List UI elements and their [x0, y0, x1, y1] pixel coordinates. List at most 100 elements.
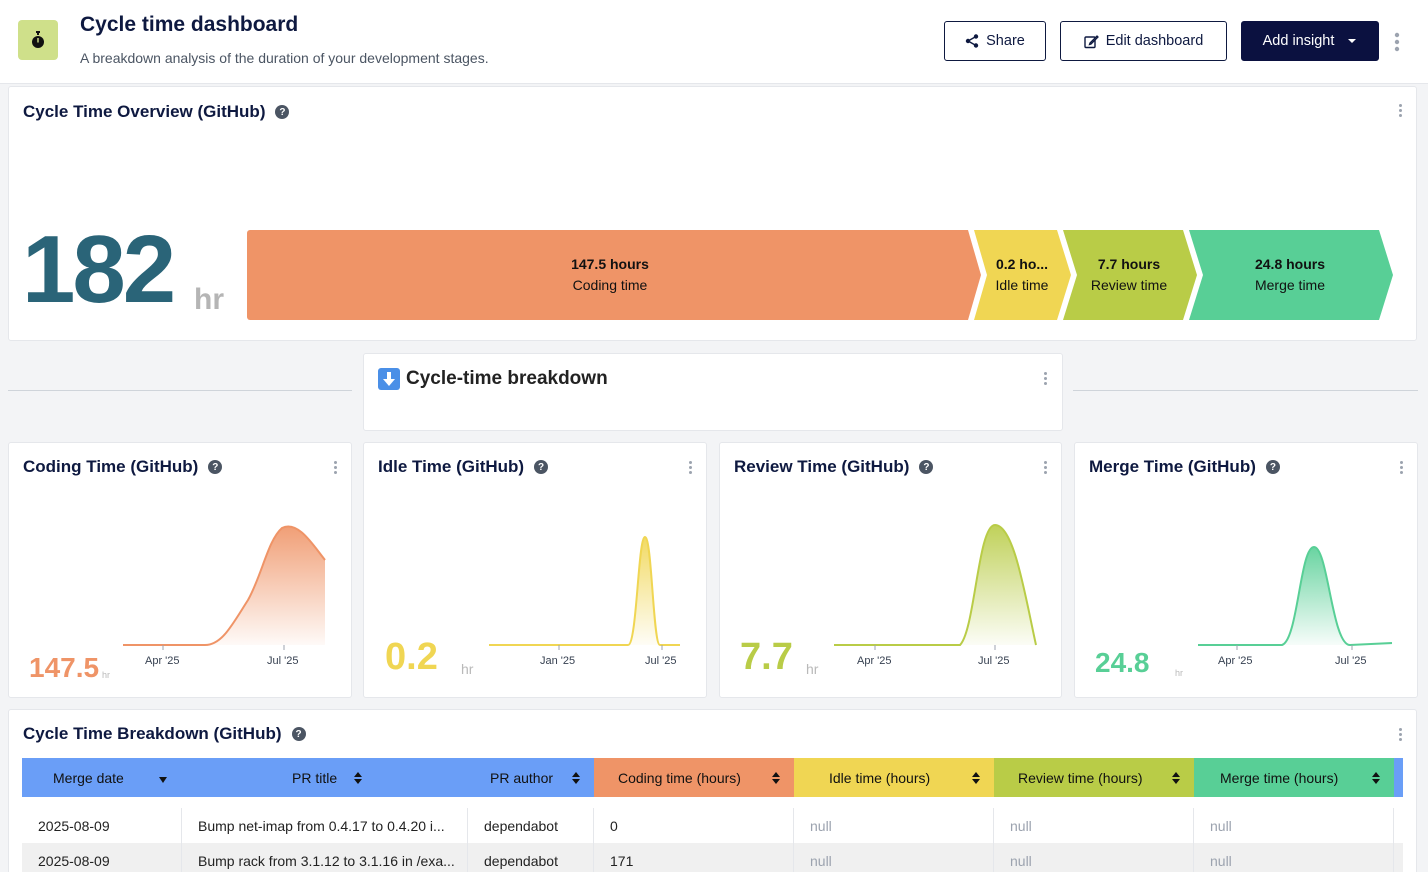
- coding-hours: 147.5 hours: [571, 256, 649, 272]
- card-menu-icon[interactable]: [1398, 728, 1404, 744]
- edit-dashboard-label: Edit dashboard: [1105, 33, 1204, 49]
- caret-down-icon: [1348, 39, 1357, 43]
- help-icon[interactable]: ?: [919, 460, 934, 474]
- help-icon[interactable]: ?: [208, 460, 223, 474]
- column-label: Idle time (hours): [829, 769, 931, 786]
- column-label: Merge time (hours): [1220, 769, 1339, 786]
- coding-segment[interactable]: [247, 230, 981, 320]
- merge-time-card: Merge Time (GitHub) ?: [1074, 442, 1418, 698]
- column-header-merge-time[interactable]: Merge time (hours): [1194, 758, 1394, 797]
- add-insight-button[interactable]: Add insight: [1241, 21, 1379, 61]
- column-header-merge-date[interactable]: Merge date: [22, 758, 182, 797]
- section-header-card: Cycle-time breakdown: [363, 353, 1063, 431]
- cycle-stage-bar: [247, 230, 1393, 320]
- x-tick: Apr '25: [1218, 655, 1253, 667]
- section-divider-left: [8, 390, 352, 391]
- table-row[interactable]: 2025-08-09 Bump rack from 3.1.12 to 3.1.…: [22, 843, 1403, 872]
- review-sparkline: [834, 523, 1037, 650]
- add-insight-label: Add insight: [1262, 33, 1335, 49]
- cell-merge-date: 2025-08-09: [22, 843, 182, 872]
- column-header-review-time[interactable]: Review time (hours): [994, 758, 1194, 797]
- overview-title-row: Cycle Time Overview (GitHub) ?: [23, 102, 290, 122]
- card-menu-icon[interactable]: [1398, 104, 1404, 120]
- cell-pr-author: dependabot: [468, 843, 594, 872]
- table-header: Merge date PR title PR author Coding tim…: [22, 758, 1403, 797]
- review-segment-label: 7.7 hours Review time: [1078, 254, 1180, 296]
- sort-desc-icon: [159, 776, 167, 783]
- share-icon: [965, 34, 979, 48]
- card-menu-icon[interactable]: [1399, 461, 1405, 477]
- idle-hours: 0.2 ho...: [995, 256, 1049, 272]
- idle-sparkline: [489, 535, 680, 650]
- card-menu-icon[interactable]: [333, 461, 339, 477]
- merge-time-title-row: Merge Time (GitHub) ?: [1089, 457, 1280, 477]
- page-subtitle: A breakdown analysis of the duration of …: [80, 50, 489, 66]
- idle-segment[interactable]: [974, 230, 1071, 320]
- x-tick: Jul '25: [1335, 655, 1367, 667]
- cell-review-time: null: [994, 843, 1194, 872]
- help-icon[interactable]: ?: [1265, 460, 1280, 474]
- cell-merge-time: null: [1194, 808, 1394, 843]
- cell-pr-title[interactable]: Bump rack from 3.1.12 to 3.1.16 in /exa.…: [182, 843, 468, 872]
- coding-label: Coding time: [572, 277, 648, 293]
- merge-label: Merge time: [1254, 277, 1326, 293]
- table-row[interactable]: 2025-08-09 Bump net-imap from 0.4.17 to …: [22, 808, 1403, 843]
- page-title: Cycle time dashboard: [80, 13, 299, 36]
- coding-time-title-row: Coding Time (GitHub) ?: [23, 457, 223, 477]
- section-divider-right: [1073, 390, 1418, 391]
- review-segment[interactable]: [1063, 230, 1197, 320]
- cell-merge-time: null: [1194, 843, 1394, 872]
- column-label: Merge date: [53, 769, 124, 786]
- more-options-icon[interactable]: [1389, 30, 1405, 54]
- help-icon[interactable]: ?: [275, 105, 290, 119]
- cell-coding-time: 0: [594, 808, 794, 843]
- sort-icon: [772, 771, 780, 784]
- cell-idle-time: null: [794, 808, 994, 843]
- review-label: Review time: [1090, 277, 1168, 293]
- help-icon[interactable]: ?: [291, 727, 306, 741]
- review-time-value: 7.7: [740, 636, 793, 678]
- merge-sparkline: [1198, 545, 1393, 650]
- column-label: Review time (hours): [1018, 769, 1143, 786]
- column-header-pr-title[interactable]: PR title: [182, 758, 376, 797]
- total-cycle-time-unit: hr: [194, 283, 224, 316]
- coding-time-unit: hr: [102, 670, 111, 680]
- card-menu-icon[interactable]: [688, 461, 694, 477]
- breakdown-title-row: Cycle Time Breakdown (GitHub) ?: [23, 724, 306, 744]
- coding-sparkline: [123, 525, 326, 650]
- cell-pr-author: dependabot: [468, 808, 594, 843]
- coding-segment-label: 147.5 hours Coding time: [530, 254, 690, 296]
- merge-segment[interactable]: [1189, 230, 1393, 320]
- column-header-pr-author[interactable]: PR author: [376, 758, 594, 797]
- idle-segment-label: 0.2 ho... Idle time: [986, 254, 1058, 296]
- x-tick: Jan '25: [540, 655, 576, 667]
- column-label: Coding time (hours): [618, 769, 741, 786]
- idle-time-unit: hr: [461, 661, 474, 677]
- edit-dashboard-button[interactable]: Edit dashboard: [1060, 21, 1227, 61]
- card-title: Cycle Time Breakdown (GitHub): [23, 724, 282, 743]
- merge-hours: 24.8 hours: [1254, 256, 1326, 272]
- sort-icon: [572, 771, 580, 784]
- review-time-unit: hr: [806, 661, 819, 677]
- idle-time-title-row: Idle Time (GitHub) ?: [378, 457, 549, 477]
- column-header-coding-time[interactable]: Coding time (hours): [594, 758, 794, 797]
- sort-icon: [972, 771, 980, 784]
- card-menu-icon[interactable]: [1043, 461, 1049, 477]
- card-menu-icon[interactable]: [1043, 372, 1049, 388]
- x-tick: Apr '25: [857, 655, 892, 667]
- cell-idle-time: null: [794, 843, 994, 872]
- cell-pr-title[interactable]: Bump net-imap from 0.4.17 to 0.4.20 i...: [182, 808, 468, 843]
- idle-label: Idle time: [995, 277, 1049, 293]
- help-icon[interactable]: ?: [534, 460, 549, 474]
- share-button[interactable]: Share: [944, 21, 1046, 61]
- card-title: Review Time (GitHub): [734, 457, 910, 476]
- column-header-idle-time[interactable]: Idle time (hours): [794, 758, 994, 797]
- card-title: Coding Time (GitHub): [23, 457, 199, 476]
- arrow-down-icon: [378, 368, 400, 390]
- share-label: Share: [986, 33, 1025, 49]
- card-title: Idle Time (GitHub): [378, 457, 525, 476]
- review-time-title-row: Review Time (GitHub) ?: [734, 457, 934, 477]
- merge-time-unit: hr: [1175, 668, 1184, 678]
- x-tick: Jul '25: [267, 655, 299, 667]
- x-tick: Jul '25: [645, 655, 677, 667]
